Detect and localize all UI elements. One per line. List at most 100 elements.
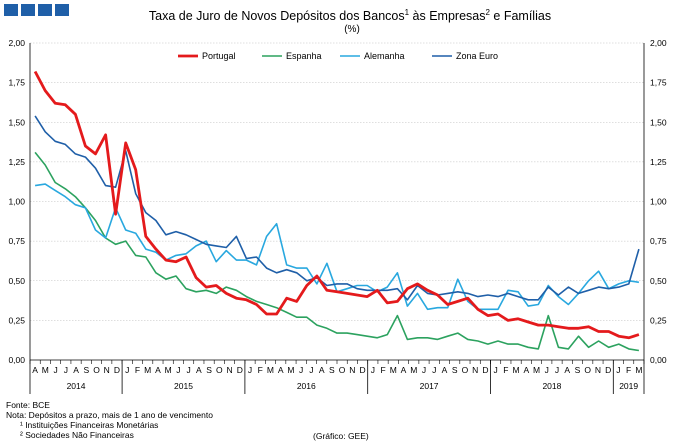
month-label: N	[349, 365, 355, 375]
month-label: N	[595, 365, 601, 375]
line-chart: Taxa de Juro de Novos Depósitos dos Banc…	[8, 8, 667, 394]
chart-notes: Fonte: BCE Nota: Depósitos a prazo, mais…	[6, 400, 213, 440]
y-tick-label-right: 1,50	[650, 117, 667, 127]
month-label: J	[299, 365, 303, 375]
y-tick-label-left: 0,75	[8, 236, 25, 246]
month-label: A	[564, 365, 570, 375]
month-label: D	[237, 365, 243, 375]
month-label: J	[493, 365, 497, 375]
month-label: J	[432, 365, 436, 375]
month-label: S	[575, 365, 581, 375]
month-label: S	[83, 365, 89, 375]
month-label: J	[176, 365, 180, 375]
month-label: M	[42, 365, 49, 375]
month-label: N	[104, 365, 110, 375]
legend-label: Portugal	[202, 51, 236, 61]
month-label: F	[135, 365, 140, 375]
series-line-portugal	[33, 70, 640, 340]
y-tick-label-right: 0,75	[650, 236, 667, 246]
month-label: J	[125, 365, 129, 375]
month-label: F	[380, 365, 385, 375]
year-label: 2019	[619, 381, 638, 391]
month-label: A	[401, 365, 407, 375]
month-label: M	[267, 365, 274, 375]
month-label: O	[462, 365, 469, 375]
y-tick-label-right: 1,25	[650, 157, 667, 167]
month-label: A	[523, 365, 529, 375]
month-label: A	[196, 365, 202, 375]
month-label: M	[390, 365, 397, 375]
y-tick-label-left: 0,25	[8, 315, 25, 325]
y-tick-label-left: 1,00	[8, 197, 25, 207]
month-label: M	[635, 365, 642, 375]
month-label: J	[186, 365, 190, 375]
month-label: O	[93, 365, 100, 375]
legend-label: Alemanha	[364, 51, 405, 61]
footnote-1: ¹ Instituições Financeiras Monetárias	[20, 420, 159, 430]
month-label: J	[555, 365, 559, 375]
month-label: J	[545, 365, 549, 375]
y-tick-label-left: 2,00	[8, 38, 25, 48]
logo-square-2	[21, 4, 35, 16]
y-tick-label-right: 0,50	[650, 276, 667, 286]
month-label: A	[319, 365, 325, 375]
month-label: F	[503, 365, 508, 375]
month-label: A	[278, 365, 284, 375]
y-tick-label-left: 0,50	[8, 276, 25, 286]
month-label: N	[226, 365, 232, 375]
y-tick-label-right: 0,25	[650, 315, 667, 325]
month-label: M	[410, 365, 417, 375]
month-label: D	[605, 365, 611, 375]
y-tick-label-left: 0,00	[8, 355, 25, 365]
month-label: D	[114, 365, 120, 375]
legend-label: Zona Euro	[456, 51, 498, 61]
y-tick-label-right: 1,00	[650, 197, 667, 207]
month-label: M	[513, 365, 520, 375]
month-label: N	[472, 365, 478, 375]
year-label: 2017	[420, 381, 439, 391]
y-tick-label-left: 1,25	[8, 157, 25, 167]
month-label: S	[206, 365, 212, 375]
month-label: A	[442, 365, 448, 375]
y-tick-label-right: 2,00	[650, 38, 667, 48]
month-label: M	[533, 365, 540, 375]
year-label: 2014	[67, 381, 86, 391]
month-label: J	[248, 365, 252, 375]
month-label: J	[422, 365, 426, 375]
y-tick-label-right: 0,00	[650, 355, 667, 365]
month-label: J	[371, 365, 375, 375]
month-label: M	[165, 365, 172, 375]
month-label: M	[287, 365, 294, 375]
month-label: A	[73, 365, 79, 375]
gee-logo	[4, 4, 69, 16]
month-label: J	[309, 365, 313, 375]
month-label: F	[258, 365, 263, 375]
month-label: J	[53, 365, 57, 375]
month-label: A	[155, 365, 161, 375]
deposit-note: Nota: Depósitos a prazo, mais de 1 ano d…	[6, 410, 213, 420]
month-label: F	[626, 365, 631, 375]
month-label: J	[64, 365, 68, 375]
month-label: D	[360, 365, 366, 375]
series-line-zona-euro	[34, 115, 640, 301]
logo-square-3	[38, 4, 52, 16]
chart-title: Taxa de Juro de Novos Depósitos dos Banc…	[149, 8, 551, 23]
month-label: J	[616, 365, 620, 375]
year-label: 2015	[174, 381, 193, 391]
footnote-2: ² Sociedades Não Financeiras	[20, 430, 134, 440]
y-tick-label-left: 1,75	[8, 78, 25, 88]
y-tick-label-right: 1,75	[650, 78, 667, 88]
month-label: M	[144, 365, 151, 375]
y-tick-label-left: 1,50	[8, 117, 25, 127]
year-label: 2016	[297, 381, 316, 391]
month-label: O	[216, 365, 223, 375]
series-line-espanha	[34, 151, 640, 352]
chart-credit: (Gráfico: GEE)	[313, 431, 369, 441]
legend-label: Espanha	[286, 51, 322, 61]
logo-square-1	[4, 4, 18, 16]
source-note: Fonte: BCE	[6, 400, 50, 410]
chart-subtitle: (%)	[344, 24, 360, 35]
month-label: S	[452, 365, 458, 375]
year-label: 2018	[542, 381, 561, 391]
month-label: O	[339, 365, 346, 375]
